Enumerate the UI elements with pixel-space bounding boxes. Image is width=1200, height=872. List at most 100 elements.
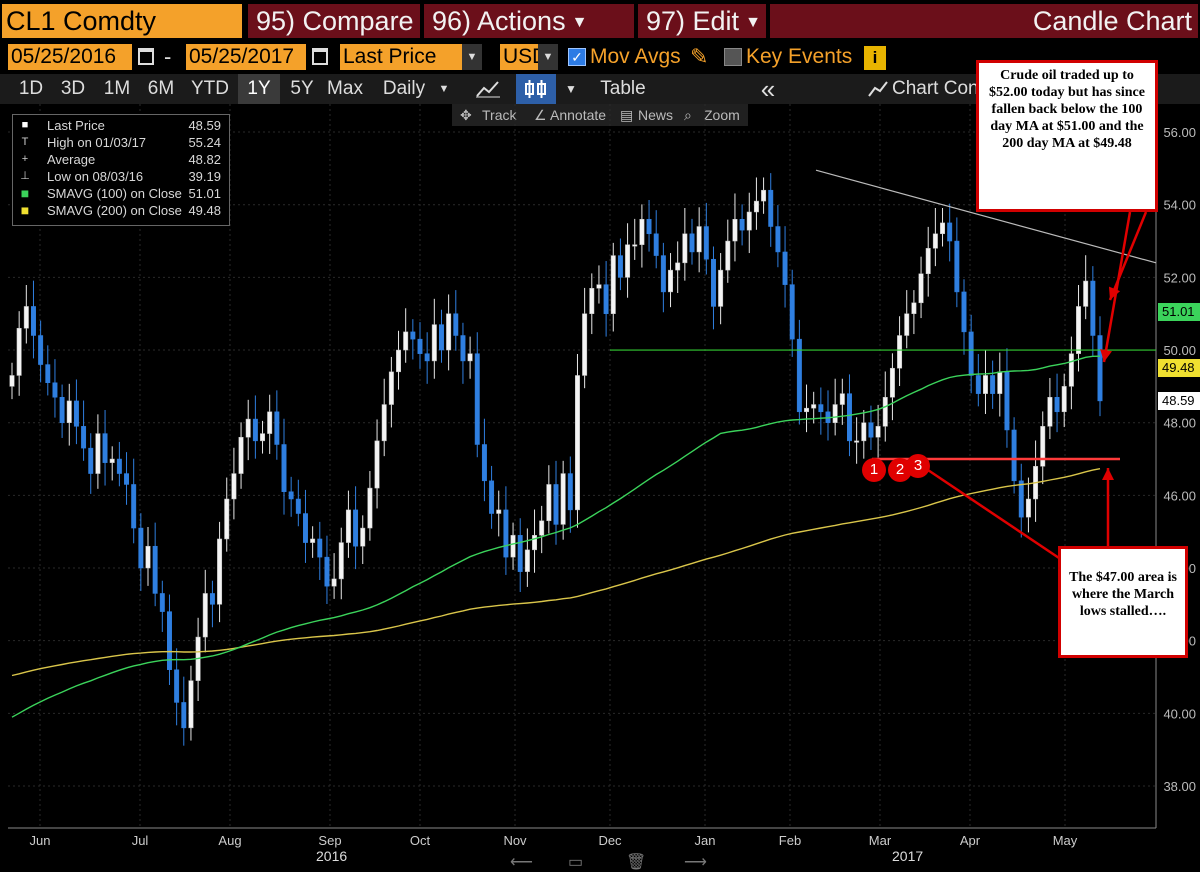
news-tool[interactable]: News bbox=[638, 107, 674, 123]
candle-body bbox=[868, 422, 874, 438]
collapse-icon[interactable]: « bbox=[760, 74, 776, 104]
candle-body bbox=[481, 444, 487, 482]
candle-body bbox=[59, 397, 65, 423]
chart-con-button[interactable]: Chart Con bbox=[892, 78, 979, 99]
legend-label: Last Price bbox=[47, 118, 105, 133]
table-button[interactable]: Table bbox=[600, 78, 646, 99]
x-tick-label: Sep bbox=[318, 833, 341, 848]
annotation-arrow bbox=[1102, 211, 1132, 363]
sma100-price-tag: 51.01 bbox=[1158, 303, 1200, 321]
end-date-field[interactable]: 05/25/2017 bbox=[186, 44, 306, 70]
annotate-icon[interactable]: ∠ bbox=[534, 107, 547, 123]
x-tick-label: Mar bbox=[869, 833, 892, 848]
candle-body bbox=[539, 520, 545, 536]
legend-row-low: ⊥ Low on 08/03/16 39.19 bbox=[13, 168, 229, 185]
news-icon[interactable]: ▤ bbox=[620, 107, 634, 123]
candle-body bbox=[854, 440, 860, 443]
candle-body bbox=[353, 509, 359, 547]
candle-body bbox=[288, 491, 294, 500]
candle-body bbox=[209, 593, 215, 605]
candle-body bbox=[1040, 426, 1046, 467]
info-icon[interactable]: i bbox=[864, 46, 886, 70]
period-select[interactable]: Daily bbox=[382, 78, 426, 99]
candle-body bbox=[88, 447, 94, 474]
key-events-label[interactable]: Key Events bbox=[746, 45, 853, 68]
candle-body bbox=[238, 436, 244, 474]
ticker-field[interactable]: CL1 Comdty bbox=[2, 4, 242, 38]
candle-body bbox=[639, 219, 645, 245]
chevron-down-icon[interactable]: ▼ bbox=[462, 44, 482, 70]
candle-body bbox=[947, 222, 953, 242]
x-tick-label: Jan bbox=[695, 833, 716, 848]
legend-label: Average bbox=[47, 152, 96, 167]
candle-body bbox=[453, 313, 459, 336]
candle-body bbox=[897, 335, 903, 369]
x-tick-label: Feb bbox=[779, 833, 801, 848]
candle-body bbox=[338, 542, 344, 580]
timeframe-5y[interactable]: 5Y bbox=[290, 78, 314, 99]
candle-body bbox=[267, 411, 273, 434]
track-tool[interactable]: Track bbox=[482, 107, 517, 123]
candle-body bbox=[45, 364, 51, 383]
calendar-icon[interactable] bbox=[312, 48, 328, 65]
compare-menu[interactable]: 95) Compare bbox=[248, 4, 420, 38]
chevron-down-icon[interactable]: ▼ bbox=[538, 44, 558, 70]
edit-menu[interactable]: 97) Edit ▼ bbox=[638, 4, 766, 38]
timeframe-max[interactable]: Max bbox=[327, 78, 363, 99]
candle-body bbox=[782, 251, 788, 285]
chart-settings-icon[interactable] bbox=[866, 74, 890, 104]
candle-body bbox=[81, 426, 87, 449]
candle-body bbox=[503, 509, 509, 558]
zoom-icon[interactable]: ⌕ bbox=[684, 107, 692, 123]
candle-body bbox=[109, 458, 115, 463]
candle-body bbox=[195, 636, 201, 681]
timeframe-ytd[interactable]: YTD bbox=[191, 78, 229, 99]
x-tick-label: Aug bbox=[218, 833, 241, 848]
chart-type-title[interactable]: Candle Chart bbox=[770, 4, 1198, 38]
legend-row-high: T High on 01/03/17 55.24 bbox=[13, 134, 229, 151]
candle-body bbox=[796, 338, 802, 413]
bottom-annotation-note[interactable]: The $47.00 area is where the March lows … bbox=[1058, 546, 1188, 658]
candle-body bbox=[1061, 386, 1067, 413]
candle-body bbox=[95, 433, 101, 474]
candle-body bbox=[646, 219, 652, 235]
pencil-icon[interactable]: ✎ bbox=[690, 44, 709, 69]
candle-body bbox=[940, 222, 945, 235]
mov-avgs-label[interactable]: Mov Avgs bbox=[590, 45, 681, 68]
fit-icon[interactable]: ▭ bbox=[568, 854, 584, 871]
legend-value: 49.48 bbox=[188, 203, 221, 218]
zoom-tool[interactable]: Zoom bbox=[704, 107, 740, 123]
timeframe-1y[interactable]: 1Y bbox=[238, 74, 280, 104]
candle-body bbox=[310, 538, 316, 543]
timeframe-3d[interactable]: 3D bbox=[60, 78, 86, 99]
candle-body bbox=[460, 335, 466, 362]
chevron-down-icon: ▼ bbox=[571, 13, 588, 31]
timeframe-6m[interactable]: 6M bbox=[147, 78, 175, 99]
calendar-icon[interactable] bbox=[138, 48, 154, 65]
y-tick-label: 54.00 bbox=[1163, 198, 1196, 213]
currency-select[interactable]: USD bbox=[500, 44, 547, 70]
arrow-left-icon[interactable]: ⟵ bbox=[510, 854, 533, 871]
top-annotation-note[interactable]: Crude oil traded up to $52.00 today but … bbox=[976, 60, 1158, 212]
arrow-right-icon[interactable]: ⟶ bbox=[684, 854, 707, 871]
candle-body bbox=[303, 513, 308, 543]
mov-avgs-checkbox[interactable]: ✓ bbox=[568, 48, 586, 66]
start-date-field[interactable]: 05/25/2016 bbox=[8, 44, 132, 70]
timeframe-1m[interactable]: 1M bbox=[103, 78, 131, 99]
actions-menu[interactable]: 96) Actions ▼ bbox=[424, 4, 634, 38]
candle-body bbox=[231, 473, 237, 500]
legend-label: High on 01/03/17 bbox=[47, 135, 147, 150]
move-icon[interactable]: ✥ bbox=[460, 107, 472, 123]
candle-chart-icon[interactable] bbox=[516, 74, 556, 104]
field-select[interactable]: Last Price bbox=[340, 44, 462, 70]
chevron-down-icon[interactable]: ▼ bbox=[438, 83, 450, 95]
trash-icon[interactable]: 🗑 bbox=[626, 854, 647, 871]
candle-body bbox=[882, 397, 888, 427]
year-label-2016: 2016 bbox=[316, 848, 348, 864]
line-chart-icon[interactable] bbox=[470, 74, 506, 104]
timeframe-1d[interactable]: 1D bbox=[18, 78, 44, 99]
annotate-tool[interactable]: Annotate bbox=[550, 107, 607, 123]
chart-tools-bar: ✥ Track ∠ Annotate ▤ News ⌕ Zoom bbox=[452, 104, 748, 126]
chevron-down-icon[interactable]: ▼ bbox=[565, 82, 577, 96]
key-events-checkbox[interactable] bbox=[724, 48, 742, 66]
